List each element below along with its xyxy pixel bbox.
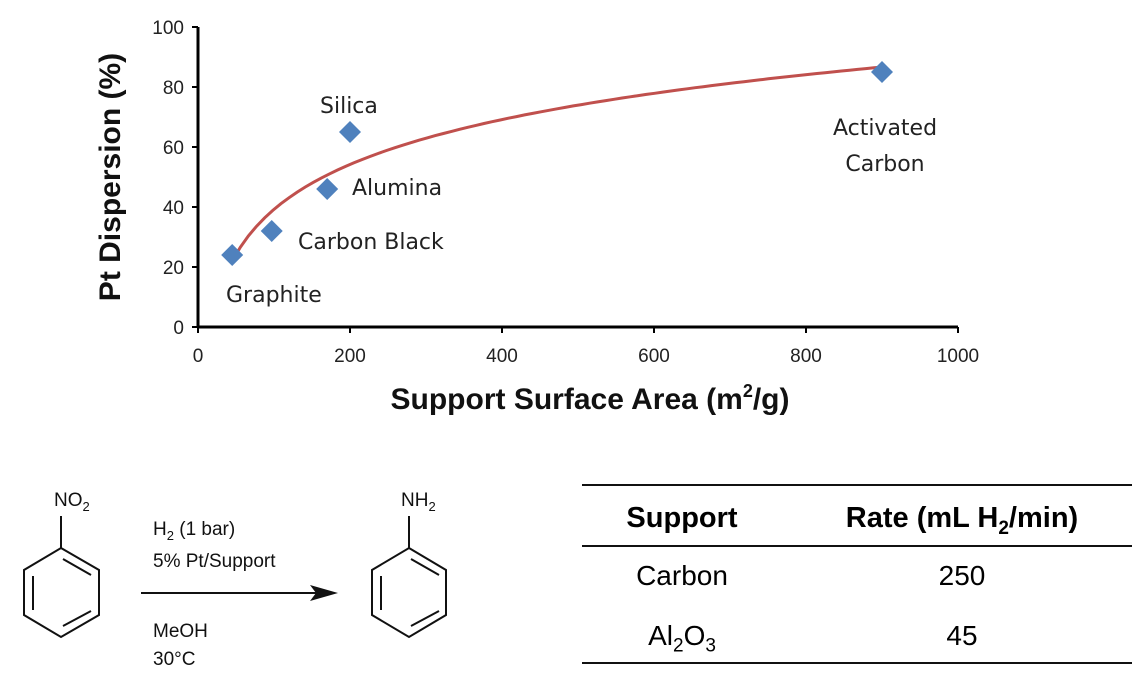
label-silica: Silica: [320, 94, 378, 119]
diamond-marker-icon: [339, 121, 361, 143]
table-header-rule: [582, 545, 1132, 547]
diamond-marker-icon: [260, 220, 283, 242]
x-tick-label: 400: [486, 346, 518, 367]
label-activated: Activated: [833, 116, 937, 141]
scatter-chart: 0 20 40 60 80 100 0 200 400 600 800 1000 Silica Al…: [94, 18, 979, 416]
nitro-group-label: NO2: [54, 490, 90, 514]
y-tick-label: 20: [163, 258, 184, 279]
reaction-structures: [23, 516, 447, 639]
y-tick-label: 0: [173, 318, 184, 339]
table-top-rule: [582, 484, 1132, 486]
x-tick-label: 0: [193, 346, 204, 367]
label-activated-carbon: Carbon: [845, 152, 924, 177]
diamond-marker-icon: [871, 61, 893, 83]
trendline: [230, 65, 883, 262]
aniline-ring-icon: [371, 516, 447, 639]
condition-temperature: 30°C: [153, 649, 196, 670]
y-axis-title: Pt Dispersion (%): [94, 53, 127, 301]
y-tick-label: 60: [163, 138, 184, 159]
cell-rate-alumina: 45: [946, 620, 978, 651]
header-rate: Rate (mL H2/min): [845, 502, 1079, 539]
x-tick-label: 600: [638, 346, 670, 367]
y-tick-label: 40: [163, 198, 184, 219]
x-tick-label: 200: [334, 346, 366, 367]
condition-h2: H2 (1 bar): [153, 519, 236, 543]
cell-support-alumina: Al2O3: [648, 620, 716, 657]
x-tick-label: 1000: [937, 346, 979, 367]
label-alumina: Alumina: [352, 176, 442, 201]
amine-group-label: NH2: [401, 490, 436, 514]
y-ticks: 0 20 40 60 80 100: [152, 18, 198, 339]
data-points: [221, 61, 893, 266]
x-ticks: 0 200 400 600 800 1000: [193, 327, 979, 367]
condition-solvent: MeOH: [153, 621, 208, 642]
condition-catalyst: 5% Pt/Support: [153, 551, 276, 572]
header-support: Support: [626, 502, 738, 534]
x-axis-title: Support Surface Area (m2/g): [391, 381, 790, 416]
y-tick-label: 80: [163, 78, 184, 99]
x-tick-label: 800: [790, 346, 822, 367]
nitrobenzene-ring-icon: [23, 516, 100, 639]
y-tick-label: 100: [152, 18, 184, 39]
diamond-marker-icon: [316, 178, 339, 200]
arrow-head-icon: [310, 585, 338, 601]
label-carbon-black: Carbon Black: [298, 230, 444, 255]
reaction-scheme: NO2 NH2 H2 (1 bar) 5% Pt/Support MeOH 30…: [0, 470, 560, 673]
cell-support-carbon: Carbon: [636, 560, 728, 591]
diamond-marker-icon: [221, 244, 244, 266]
cell-rate-carbon: 250: [938, 560, 986, 591]
table-bottom-rule: [582, 662, 1132, 664]
label-graphite: Graphite: [226, 283, 322, 308]
